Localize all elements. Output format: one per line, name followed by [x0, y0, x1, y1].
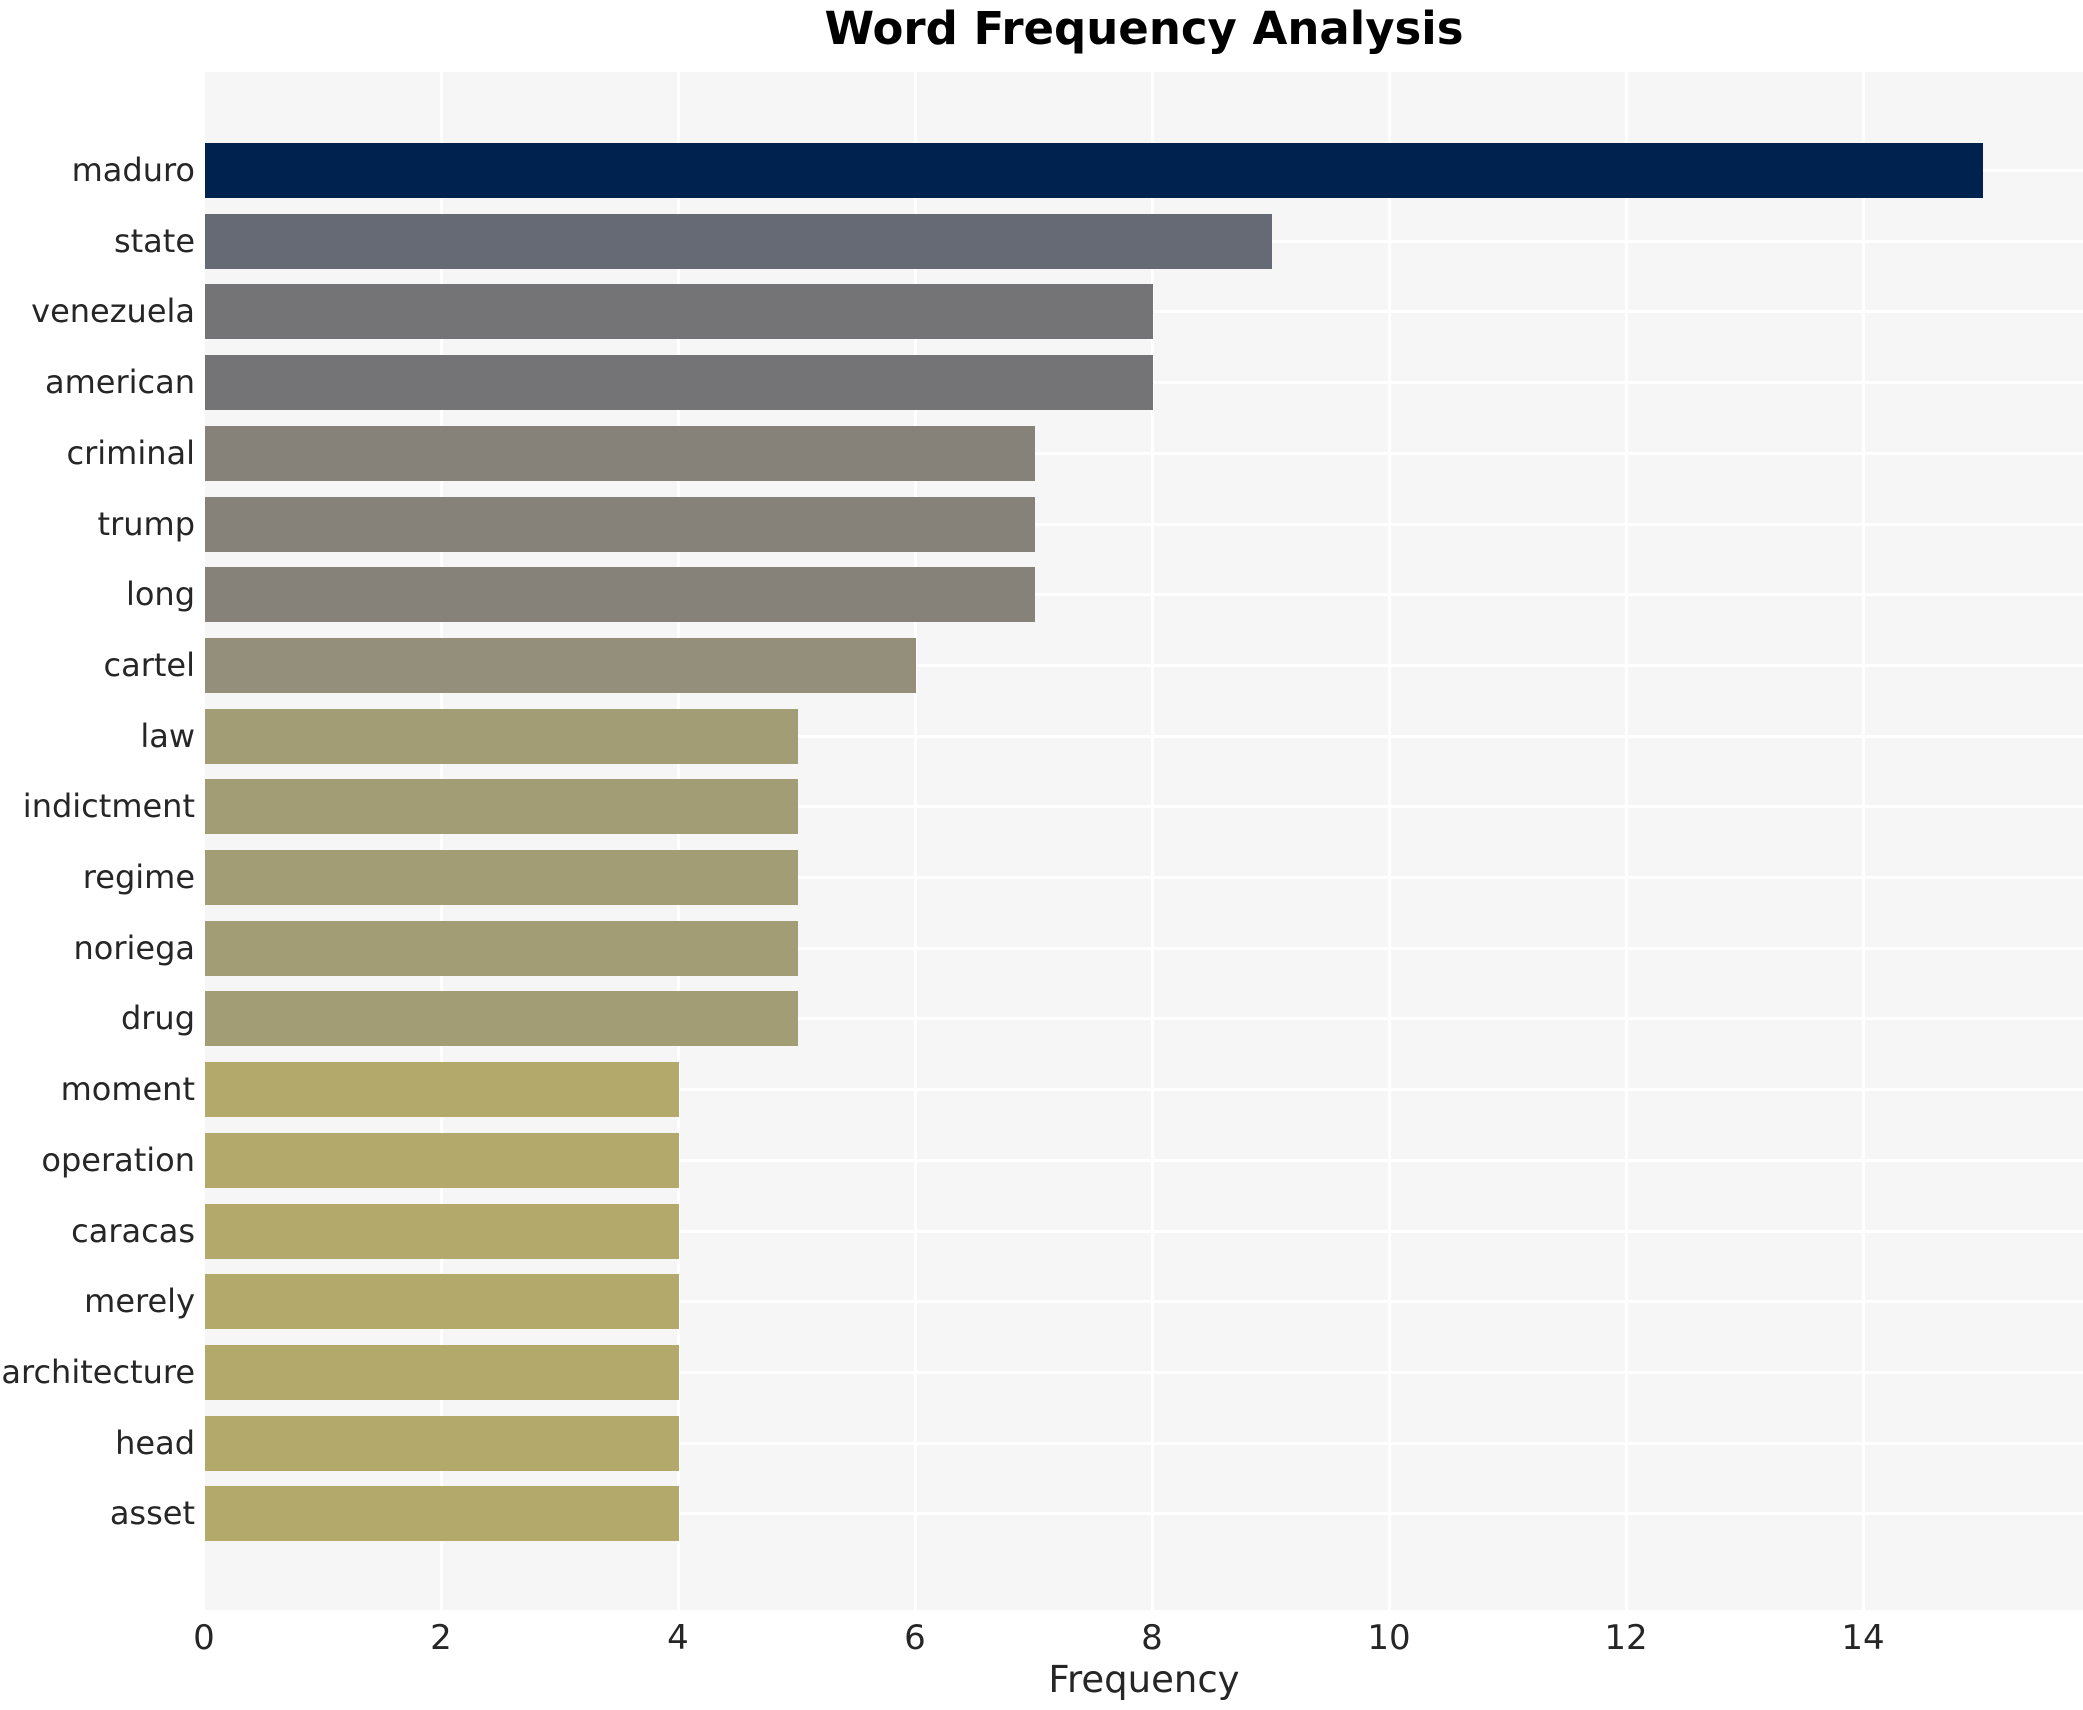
y-gridline	[205, 593, 2083, 597]
x-tick-label-8: 8	[1141, 1618, 1163, 1658]
y-gridline	[205, 663, 2083, 667]
x-gridline	[1388, 72, 1391, 1610]
y-gridline	[205, 1512, 2083, 1516]
category-label-law: law	[140, 716, 195, 755]
category-label-merely: merely	[84, 1282, 195, 1321]
y-gridline	[205, 805, 2083, 809]
y-gridline	[205, 1158, 2083, 1162]
category-label-state: state	[113, 221, 195, 260]
category-label-cartel: cartel	[103, 645, 195, 684]
category-label-american: american	[45, 363, 195, 402]
y-gridline	[205, 1370, 2083, 1374]
bar-maduro	[205, 143, 1983, 198]
x-gridline	[440, 72, 443, 1610]
category-label-architecture: architecture	[1, 1352, 195, 1391]
category-label-operation: operation	[41, 1140, 195, 1179]
bar-venezuela	[205, 284, 1153, 340]
x-gridline	[1862, 72, 1865, 1610]
x-gridline	[914, 72, 917, 1610]
bar-long	[205, 567, 1035, 623]
x-axis-label: Frequency	[1048, 1658, 1240, 1701]
bar-architecture	[205, 1344, 679, 1400]
y-gridline	[205, 1229, 2083, 1233]
x-tick-label-0: 0	[193, 1618, 215, 1658]
x-tick-label-10: 10	[1367, 1618, 1411, 1658]
y-gridline	[205, 876, 2083, 879]
bar-indictment	[205, 779, 798, 835]
category-label-drug: drug	[120, 999, 195, 1038]
x-tick-label-14: 14	[1841, 1618, 1885, 1658]
x-tick-label-6: 6	[904, 1618, 926, 1658]
category-label-caracas: caracas	[71, 1211, 195, 1250]
category-label-maduro: maduro	[71, 151, 195, 189]
bar-operation	[205, 1132, 679, 1188]
bar-noriega	[205, 920, 798, 976]
category-label-asset: asset	[109, 1494, 195, 1533]
bar-drug	[205, 991, 798, 1047]
bar-state	[205, 213, 1272, 269]
category-label-head: head	[115, 1423, 195, 1462]
chart-title: Word Frequency Analysis	[824, 2, 1464, 55]
y-gridline	[205, 734, 2083, 738]
bar-cartel	[205, 637, 916, 693]
y-gridline	[205, 1088, 2083, 1092]
bar-head	[205, 1415, 679, 1471]
bar-american	[205, 355, 1153, 411]
category-label-indictment: indictment	[22, 787, 195, 826]
category-label-regime: regime	[82, 858, 195, 896]
plot-area	[205, 72, 2083, 1610]
y-gridline	[205, 1300, 2083, 1304]
x-gridline	[1625, 72, 1628, 1610]
x-tick-label-4: 4	[667, 1618, 689, 1658]
x-tick-label-12: 12	[1604, 1618, 1648, 1658]
bar-caracas	[205, 1203, 679, 1259]
category-label-long: long	[125, 575, 195, 614]
category-label-noriega: noriega	[73, 928, 195, 967]
bar-asset	[205, 1486, 679, 1542]
bar-trump	[205, 496, 1035, 552]
y-gridline	[205, 1441, 2083, 1445]
x-tick-label-2: 2	[430, 1618, 452, 1658]
bar-criminal	[205, 425, 1035, 481]
x-gridline	[1151, 72, 1154, 1610]
category-label-venezuela: venezuela	[31, 292, 195, 331]
y-gridline	[205, 451, 2083, 455]
bar-merely	[205, 1274, 679, 1330]
y-gridline	[205, 946, 2083, 950]
y-gridline	[205, 522, 2083, 526]
bar-regime	[205, 850, 798, 905]
category-label-trump: trump	[97, 504, 195, 543]
y-gridline	[205, 1017, 2083, 1021]
category-label-criminal: criminal	[66, 433, 195, 472]
bar-moment	[205, 1062, 679, 1118]
x-gridline	[677, 72, 680, 1610]
bar-law	[205, 708, 798, 764]
category-label-moment: moment	[60, 1070, 195, 1109]
